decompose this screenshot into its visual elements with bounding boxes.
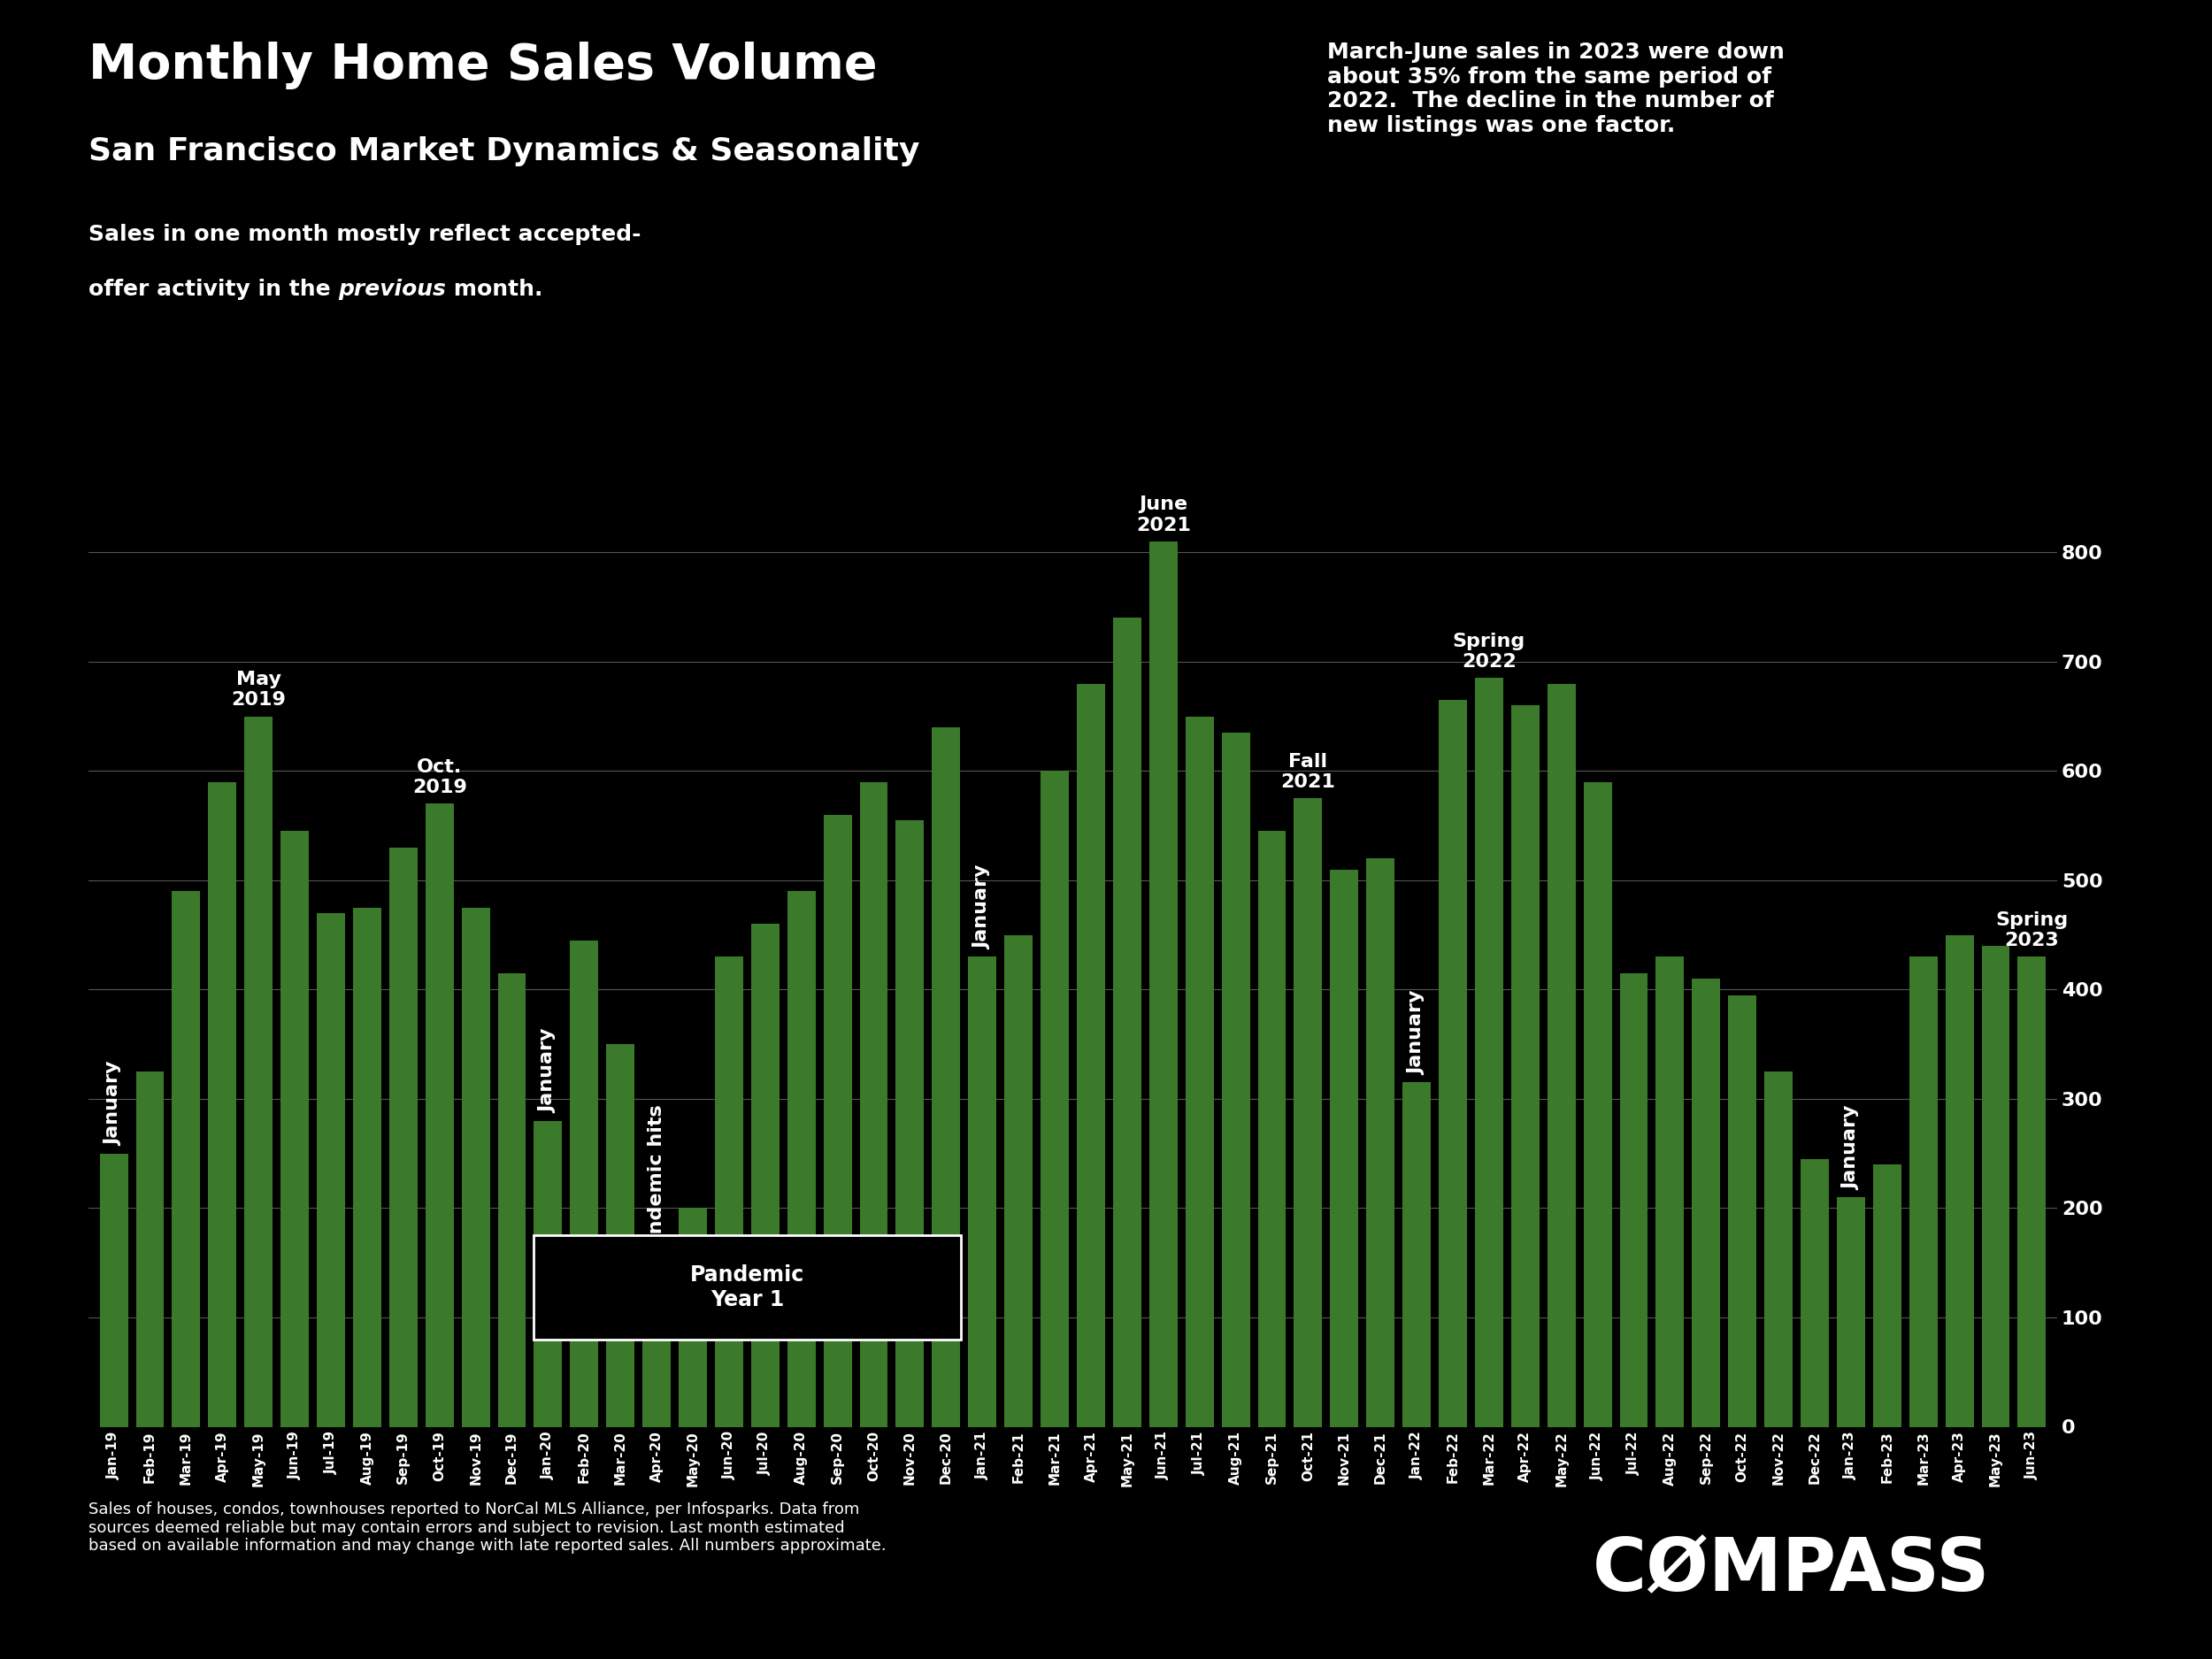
Bar <box>1475 679 1504 1427</box>
Bar <box>752 924 779 1427</box>
Text: Fall
2021: Fall 2021 <box>1281 753 1336 791</box>
Bar <box>462 907 489 1427</box>
Bar <box>1438 700 1467 1427</box>
Bar <box>498 974 526 1427</box>
Bar <box>641 1267 670 1427</box>
Bar <box>1801 1160 1829 1427</box>
Bar <box>679 1208 708 1427</box>
Bar <box>1367 858 1394 1427</box>
Bar <box>931 727 960 1427</box>
Text: January: January <box>1407 990 1425 1075</box>
Bar <box>389 848 418 1427</box>
Bar <box>1040 771 1068 1427</box>
Bar <box>533 1121 562 1427</box>
Bar <box>787 891 816 1427</box>
Bar <box>281 831 310 1427</box>
Text: Spring
2023: Spring 2023 <box>1995 911 2068 949</box>
Text: San Francisco Market Dynamics & Seasonality: San Francisco Market Dynamics & Seasonal… <box>88 136 920 166</box>
Bar <box>173 891 201 1427</box>
Bar <box>1765 1072 1792 1427</box>
Text: Sales in one month mostly reflect accepted-: Sales in one month mostly reflect accept… <box>88 224 641 246</box>
Text: offer activity in the: offer activity in the <box>88 279 338 300</box>
Bar <box>1511 705 1540 1427</box>
FancyBboxPatch shape <box>533 1236 960 1339</box>
Bar <box>571 941 599 1427</box>
Bar <box>1944 936 1973 1427</box>
Text: Sales of houses, condos, townhouses reported to NorCal MLS Alliance, per Infospa: Sales of houses, condos, townhouses repo… <box>88 1501 887 1554</box>
Text: Oct.
2019: Oct. 2019 <box>411 758 467 796</box>
Text: Pandemic
Year 1: Pandemic Year 1 <box>690 1264 805 1311</box>
Bar <box>1402 1082 1431 1427</box>
Bar <box>1874 1165 1900 1427</box>
Bar <box>1077 684 1106 1427</box>
Bar <box>1728 995 1756 1427</box>
Bar <box>1584 781 1613 1427</box>
Bar <box>860 781 887 1427</box>
Bar <box>100 1153 128 1427</box>
Bar <box>354 907 380 1427</box>
Text: January: January <box>973 864 991 949</box>
Bar <box>425 803 453 1427</box>
Bar <box>1294 798 1323 1427</box>
Bar <box>1982 946 2011 1427</box>
Text: January: January <box>1843 1105 1860 1190</box>
Bar <box>1657 957 1683 1427</box>
Bar <box>1909 957 1938 1427</box>
Text: March-June sales in 2023 were down
about 35% from the same period of
2022.  The : March-June sales in 2023 were down about… <box>1327 41 1785 136</box>
Bar <box>1619 974 1648 1427</box>
Bar <box>896 820 925 1427</box>
Text: May
2019: May 2019 <box>232 670 285 708</box>
Bar <box>1546 684 1575 1427</box>
Bar <box>1113 617 1141 1427</box>
Text: January: January <box>540 1029 557 1113</box>
Text: June
2021: June 2021 <box>1137 496 1190 534</box>
Bar <box>1186 717 1214 1427</box>
Bar <box>606 1044 635 1427</box>
Bar <box>1004 936 1033 1427</box>
Bar <box>208 781 237 1427</box>
Text: CØMPASS: CØMPASS <box>1593 1535 1991 1606</box>
Bar <box>1692 979 1721 1427</box>
Text: month.: month. <box>447 279 542 300</box>
Bar <box>1836 1198 1865 1427</box>
Text: Spring
2022: Spring 2022 <box>1453 632 1526 670</box>
Bar <box>823 815 852 1427</box>
Bar <box>1259 831 1285 1427</box>
Bar <box>1329 869 1358 1427</box>
Bar <box>246 717 272 1427</box>
Text: Pandemic hits: Pandemic hits <box>648 1105 666 1261</box>
Text: January: January <box>104 1062 122 1146</box>
Text: Monthly Home Sales Volume: Monthly Home Sales Volume <box>88 41 878 90</box>
Bar <box>316 912 345 1427</box>
Bar <box>714 957 743 1427</box>
Bar <box>135 1072 164 1427</box>
Bar <box>2017 957 2046 1427</box>
Text: previous: previous <box>338 279 447 300</box>
Bar <box>1221 733 1250 1427</box>
Bar <box>969 957 995 1427</box>
Bar <box>1150 541 1177 1427</box>
